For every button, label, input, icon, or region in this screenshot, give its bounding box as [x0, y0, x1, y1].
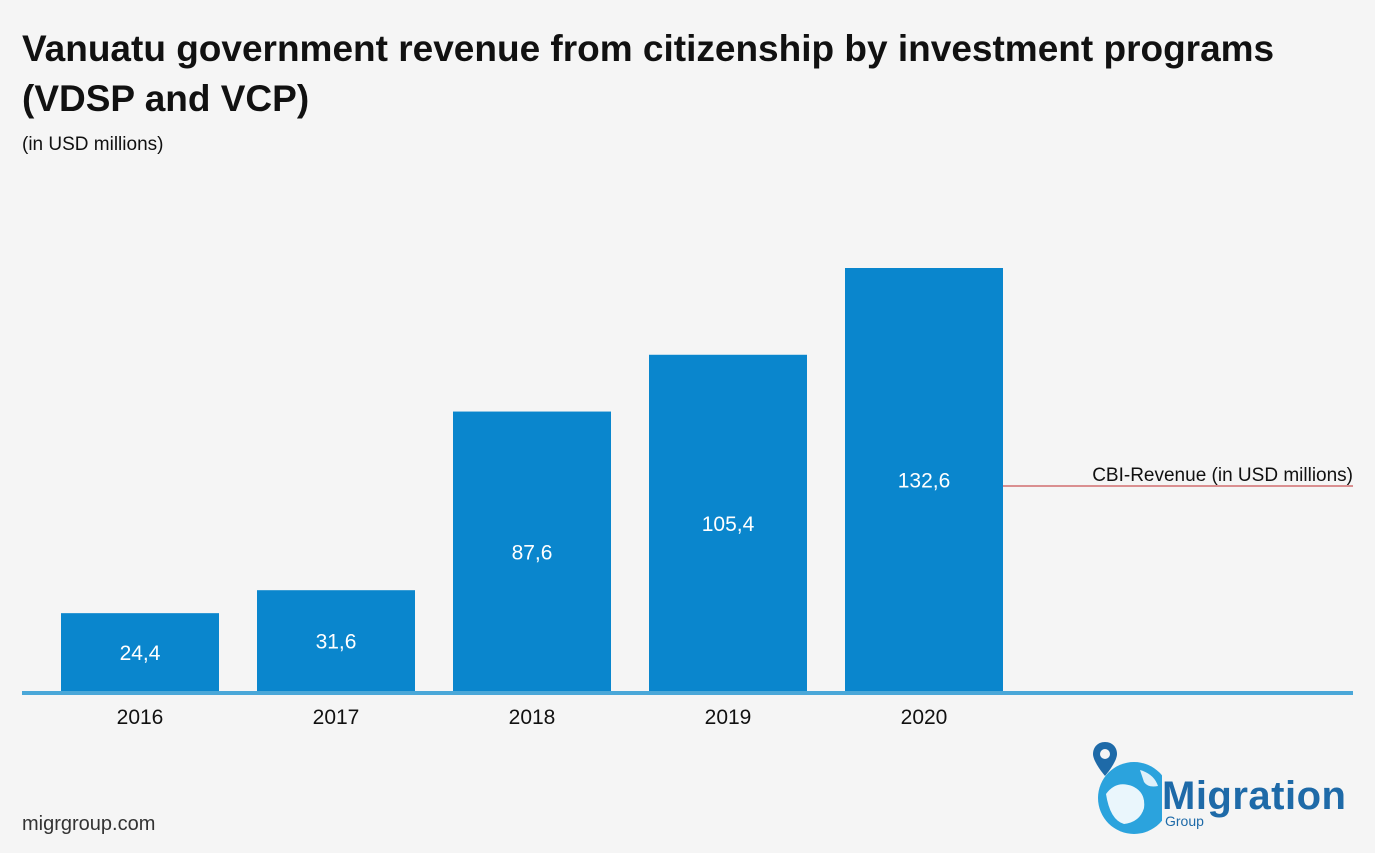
footer-site: migrgroup.com: [22, 813, 156, 835]
bar-label-2019: 105,4: [702, 513, 755, 536]
bar-2016: [61, 613, 219, 691]
chart-subtitle: (in USD millions): [22, 134, 164, 155]
globe-icon: [1098, 762, 1162, 834]
x-axis-line: [22, 691, 1353, 695]
x-tick-2020: 2020: [901, 706, 948, 729]
bar-2018: [453, 411, 611, 691]
logo-subtitle: Group: [1165, 813, 1204, 829]
x-tick-2018: 2018: [509, 706, 556, 729]
bar-label-2020: 132,6: [898, 470, 951, 493]
bar-chart: 24,4 2016 31,6 2017 87,6 2018 105,4 2019 132,6 20…: [22, 268, 1353, 729]
bar-2019: [649, 354, 807, 691]
legend-label: CBI-Revenue (in USD millions): [1092, 465, 1353, 486]
migration-group-logo: Migration Group: [1082, 736, 1372, 836]
bar-label-2016: 24,4: [120, 642, 161, 665]
bar-2020: [845, 268, 1003, 691]
x-tick-2016: 2016: [117, 706, 164, 729]
chart-title: Vanuatu government revenue from citizens…: [22, 28, 1275, 119]
map-pin-icon: [1093, 742, 1117, 776]
logo-wordmark: Migration: [1162, 774, 1347, 818]
bar-label-2017: 31,6: [316, 631, 357, 654]
bar-2017: [257, 590, 415, 691]
x-tick-2019: 2019: [705, 706, 752, 729]
bar-label-2018: 87,6: [512, 541, 553, 564]
x-tick-2017: 2017: [313, 706, 360, 729]
